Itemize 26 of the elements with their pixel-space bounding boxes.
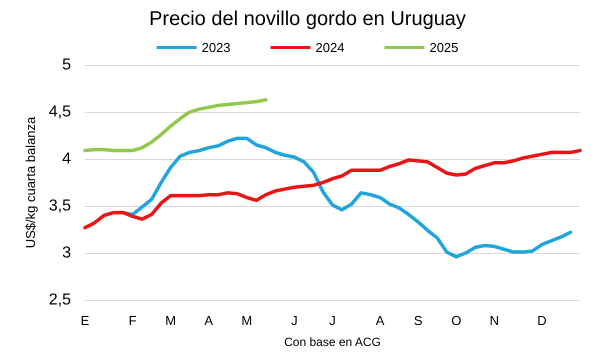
y-tick-label: 4,5 <box>48 104 72 120</box>
x-axis-title: Con base en ACG <box>284 335 381 349</box>
line-series <box>83 98 268 152</box>
legend-label: 2025 <box>429 40 458 55</box>
legend-label: 2023 <box>202 40 231 55</box>
x-tick-label: J <box>291 313 298 328</box>
x-tick-label: J <box>329 313 336 328</box>
x-tick-label: N <box>490 313 500 328</box>
x-tick-label: A <box>204 313 214 328</box>
x-tick-label: M <box>241 313 252 328</box>
x-tick-label: O <box>451 313 462 328</box>
x-tick-label: M <box>165 313 176 328</box>
line-series <box>83 148 582 230</box>
x-tick-label: A <box>376 313 385 328</box>
y-tick-label: 2,5 <box>48 292 72 308</box>
x-tick-label: D <box>537 313 547 328</box>
y-axis-title: US$/kg cuarta balanza <box>23 116 38 248</box>
x-tick-label: F <box>128 313 137 328</box>
y-tick-label: 3,5 <box>48 198 72 214</box>
y-tick-label: 5 <box>62 56 72 74</box>
x-tick-label: E <box>80 313 90 328</box>
chart-title: Precio del novillo gordo en Uruguay <box>149 8 466 30</box>
legend-label: 2024 <box>316 40 344 55</box>
y-tick-label: 4 <box>62 150 72 168</box>
x-tick-label: S <box>414 313 423 328</box>
y-tick-label: 3 <box>62 244 72 262</box>
